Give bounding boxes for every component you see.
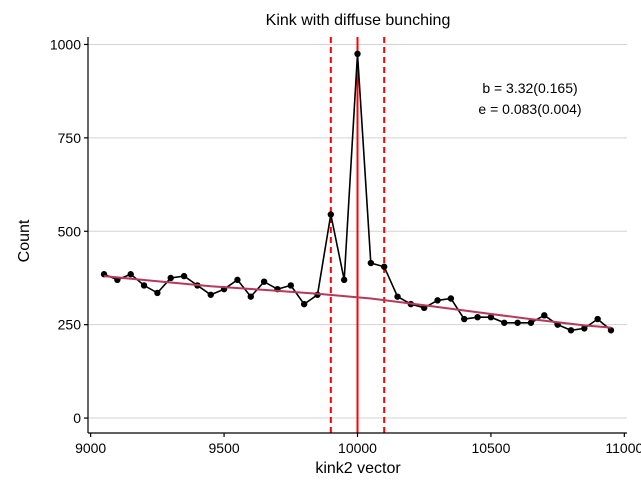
data-point-8 — [207, 291, 214, 298]
y-tick-label-1: 250 — [58, 317, 82, 333]
data-point-17 — [327, 211, 335, 218]
data-point-18 — [340, 276, 348, 284]
x-tick-label-3: 10500 — [471, 440, 510, 456]
reference-lines — [329, 37, 386, 433]
data-point-10 — [234, 276, 241, 284]
data-point-36 — [581, 325, 588, 332]
x-tick-label-1: 9500 — [209, 440, 240, 456]
data-point-27 — [461, 315, 468, 323]
annotation-1: e = 0.083(0.004) — [478, 101, 581, 117]
data-point-26 — [447, 295, 455, 302]
x-tick-label-2: 10000 — [338, 440, 377, 456]
data-point-21 — [380, 263, 388, 270]
data-point-28 — [474, 313, 481, 321]
data-point-14 — [287, 282, 294, 289]
data-point-2 — [127, 271, 134, 278]
y-tick-label-0: 0 — [73, 410, 81, 426]
fit-curve — [103, 275, 612, 329]
data-point-30 — [501, 319, 508, 326]
data-point-29 — [487, 313, 495, 321]
data-point-38 — [607, 327, 615, 334]
data-point-25 — [434, 297, 441, 304]
data-point-6 — [180, 272, 188, 280]
series-layer — [100, 50, 615, 334]
annotations: b = 3.32(0.165) e = 0.083(0.004) — [478, 80, 581, 117]
x-tick-label-0: 9000 — [75, 440, 106, 456]
data-point-15 — [300, 300, 308, 308]
data-point-37 — [594, 315, 601, 323]
data-point-4 — [154, 289, 161, 297]
y-tick-label-2: 500 — [58, 223, 82, 239]
data-point-19 — [354, 50, 361, 58]
y-tick-label-3: 750 — [58, 130, 82, 146]
annotation-0: b = 3.32(0.165) — [482, 80, 577, 96]
data-point-35 — [567, 327, 575, 334]
data-point-3 — [140, 282, 148, 289]
data-point-5 — [167, 274, 174, 282]
x-tick-label-4: 11000 — [605, 440, 641, 456]
data-point-33 — [541, 312, 548, 319]
data-point-11 — [247, 293, 254, 300]
data-point-12 — [260, 278, 268, 285]
data-point-20 — [367, 259, 375, 267]
y-axis-title: Count — [16, 219, 33, 262]
axes: 0 250 500 750 1000 9000 9500 10000 10500 11000 — [50, 36, 641, 456]
data-point-32 — [527, 319, 535, 326]
y-tick-label-4: 1000 — [50, 36, 81, 52]
x-axis-title: kink2 vector — [315, 460, 401, 477]
data-point-22 — [394, 293, 401, 300]
chart-title: Kink with diffuse bunching — [266, 12, 451, 29]
data-point-31 — [514, 319, 521, 326]
